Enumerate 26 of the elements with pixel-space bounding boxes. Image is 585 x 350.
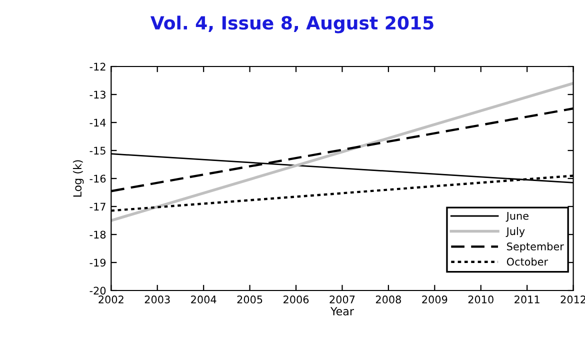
y-tick-label: -16: [90, 174, 106, 183]
y-tick-label: -14: [90, 118, 106, 126]
x-tick-label: 2003: [144, 296, 170, 304]
y-tick-label: -18: [90, 230, 106, 239]
x-tick-label: 2009: [422, 296, 448, 304]
y-tick-label: -17: [90, 202, 106, 210]
x-tick-label: 2007: [330, 296, 355, 304]
legend-label: October: [506, 258, 548, 266]
x-tick-label: 2008: [376, 296, 401, 304]
y-tick-label: -15: [90, 146, 106, 155]
y-tick-label: -12: [90, 62, 106, 70]
chart-title: Vol. 4, Issue 8, August 2015: [150, 16, 434, 34]
x-axis-title: Year: [330, 307, 354, 316]
y-tick-label: -19: [90, 258, 106, 267]
x-tick-label: 2004: [191, 296, 216, 304]
legend-label: July: [506, 227, 525, 238]
legend-label: September: [507, 242, 564, 252]
legend-label: June: [506, 212, 528, 222]
x-tick-label: 2011: [514, 296, 540, 304]
x-tick-label: 2002: [98, 296, 124, 304]
x-tick-label: 2005: [237, 296, 262, 304]
x-tick-label: 2010: [468, 296, 494, 304]
y-tick-label: -13: [90, 90, 106, 99]
x-tick-label: 2006: [284, 296, 309, 304]
y-axis-title: Log (k): [72, 160, 84, 197]
y-tick-label: -20: [90, 286, 106, 295]
